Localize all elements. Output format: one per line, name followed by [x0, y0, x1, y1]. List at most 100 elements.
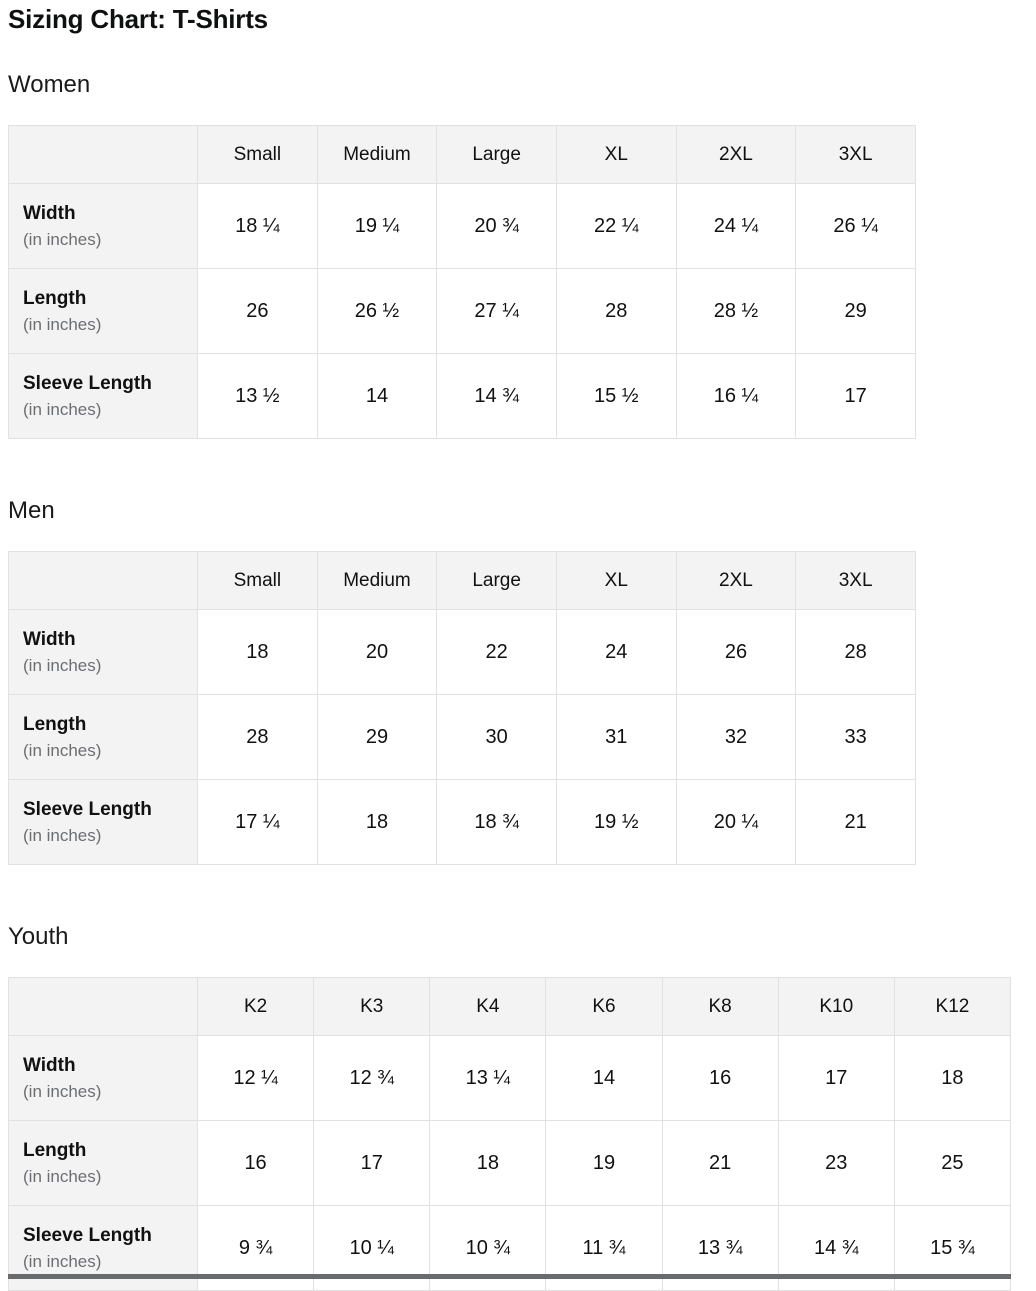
- row-label-cell: Width (in inches): [8, 609, 198, 696]
- size-value-cell: 18: [197, 609, 318, 696]
- row-label: Width: [23, 628, 76, 650]
- size-value-cell: 18: [316, 779, 438, 866]
- row-label: Sleeve Length: [23, 798, 152, 820]
- column-header-k2: K2: [196, 977, 315, 1037]
- size-value-cell: 16: [196, 1120, 315, 1207]
- size-value-cell: 28: [555, 268, 677, 355]
- corner-cell: [8, 125, 198, 185]
- row-unit: (in inches): [23, 825, 102, 845]
- size-value-cell: 13 ¼: [429, 1035, 547, 1122]
- row-unit: (in inches): [23, 655, 102, 675]
- size-value-cell: 26: [197, 268, 318, 355]
- table-row-sleeve-length: Sleeve Length (in inches) 17 ¼ 18 18 ¾ 1…: [8, 779, 916, 866]
- size-value-cell: 18 ¼: [197, 183, 318, 270]
- column-header-large: Large: [436, 125, 557, 185]
- section-heading-youth: Youth: [8, 923, 69, 951]
- column-header-2xl: 2XL: [675, 125, 797, 185]
- size-value-cell: 17: [777, 1035, 895, 1122]
- size-value-cell: 28: [197, 694, 318, 781]
- size-value-cell: 33: [795, 694, 916, 781]
- size-value-cell: 29: [316, 694, 438, 781]
- size-value-cell: 19 ½: [555, 779, 677, 866]
- column-header-k10: K10: [777, 977, 895, 1037]
- size-value-cell: 12 ¾: [313, 1035, 431, 1122]
- row-label-cell: Length (in inches): [8, 268, 198, 355]
- row-label-cell: Length (in inches): [8, 1120, 198, 1207]
- section-women: Women Small Medium Large XL 2XL 3XL Widt…: [8, 71, 1028, 440]
- row-label-cell: Sleeve Length (in inches): [8, 353, 198, 440]
- size-value-cell: 16 ¼: [675, 353, 797, 440]
- size-value-cell: 30: [436, 694, 557, 781]
- size-value-cell: 15 ½: [555, 353, 677, 440]
- column-header-2xl: 2XL: [675, 551, 797, 611]
- column-header-k12: K12: [893, 977, 1012, 1037]
- row-label: Length: [23, 1139, 87, 1161]
- column-header-medium: Medium: [316, 551, 438, 611]
- column-header-k3: K3: [313, 977, 431, 1037]
- section-heading-women: Women: [8, 71, 91, 99]
- column-header-small: Small: [197, 551, 318, 611]
- size-value-cell: 18: [429, 1120, 547, 1207]
- column-header-k4: K4: [429, 977, 547, 1037]
- section-heading-men: Men: [8, 497, 55, 525]
- size-value-cell: 26 ¼: [795, 183, 916, 270]
- table-row-length: Length (in inches) 16 17 18 19 21 23 25: [8, 1120, 1012, 1207]
- size-value-cell: 18 ¾: [436, 779, 557, 866]
- corner-cell: [8, 977, 198, 1037]
- page-title: Sizing Chart: T-Shirts: [8, 4, 268, 34]
- row-label-cell: Width (in inches): [8, 1035, 198, 1122]
- column-header-3xl: 3XL: [795, 551, 916, 611]
- section-youth: Youth K2 K3 K4 K6 K8 K10 K12 Width: [8, 923, 1028, 1291]
- size-value-cell: 17: [795, 353, 916, 440]
- bottom-divider: [8, 1274, 1011, 1279]
- column-header-small: Small: [197, 125, 318, 185]
- size-value-cell: 21: [661, 1120, 779, 1207]
- size-value-cell: 12 ¼: [196, 1035, 315, 1122]
- table-row-width: Width (in inches) 18 20 22 24 26 28: [8, 609, 916, 696]
- size-value-cell: 22: [436, 609, 557, 696]
- sizing-table-men: Small Medium Large XL 2XL 3XL Width (in …: [8, 551, 916, 866]
- size-value-cell: 31: [555, 694, 677, 781]
- size-value-cell: 20 ¾: [436, 183, 557, 270]
- size-value-cell: 16: [661, 1035, 779, 1122]
- corner-cell: [8, 551, 198, 611]
- row-label: Length: [23, 713, 87, 735]
- column-header-xl: XL: [555, 551, 677, 611]
- column-header-medium: Medium: [316, 125, 438, 185]
- column-header-large: Large: [436, 551, 557, 611]
- size-value-cell: 26: [675, 609, 797, 696]
- size-value-cell: 28: [795, 609, 916, 696]
- size-value-cell: 22 ¼: [555, 183, 677, 270]
- table-row-sleeve-length: Sleeve Length (in inches) 13 ½ 14 14 ¾ 1…: [8, 353, 916, 440]
- row-label: Sleeve Length: [23, 1224, 152, 1246]
- row-label-cell: Width (in inches): [8, 183, 198, 270]
- size-value-cell: 24: [555, 609, 677, 696]
- size-value-cell: 13 ½: [197, 353, 318, 440]
- size-value-cell: 29: [795, 268, 916, 355]
- table-row-length: Length (in inches) 28 29 30 31 32 33: [8, 694, 916, 781]
- row-unit: (in inches): [23, 229, 102, 249]
- row-unit: (in inches): [23, 740, 102, 760]
- size-value-cell: 19 ¼: [316, 183, 438, 270]
- size-value-cell: 19: [545, 1120, 663, 1207]
- size-value-cell: 27 ¼: [436, 268, 557, 355]
- row-label-cell: Sleeve Length (in inches): [8, 779, 198, 866]
- header-row: Small Medium Large XL 2XL 3XL: [8, 551, 916, 611]
- size-value-cell: 14: [545, 1035, 663, 1122]
- row-unit: (in inches): [23, 1166, 102, 1186]
- table-row-width: Width (in inches) 12 ¼ 12 ¾ 13 ¼ 14 16 1…: [8, 1035, 1012, 1122]
- size-value-cell: 14: [316, 353, 438, 440]
- header-row: Small Medium Large XL 2XL 3XL: [8, 125, 916, 185]
- column-header-3xl: 3XL: [795, 125, 916, 185]
- column-header-xl: XL: [555, 125, 677, 185]
- table-row-width: Width (in inches) 18 ¼ 19 ¼ 20 ¾ 22 ¼ 24…: [8, 183, 916, 270]
- sizing-table-youth: K2 K3 K4 K6 K8 K10 K12 Width (in inches)…: [8, 977, 1012, 1291]
- row-unit: (in inches): [23, 1251, 102, 1271]
- size-value-cell: 26 ½: [316, 268, 438, 355]
- size-value-cell: 18: [893, 1035, 1012, 1122]
- size-value-cell: 20 ¼: [675, 779, 797, 866]
- size-value-cell: 23: [777, 1120, 895, 1207]
- row-unit: (in inches): [23, 314, 102, 334]
- row-unit: (in inches): [23, 399, 102, 419]
- row-label-cell: Length (in inches): [8, 694, 198, 781]
